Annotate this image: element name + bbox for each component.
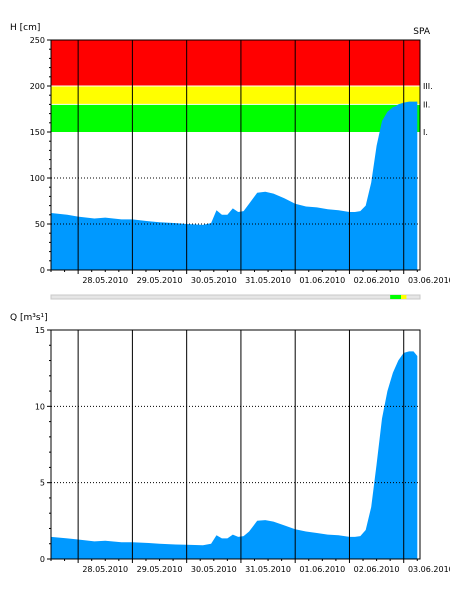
level-grid [51, 40, 420, 270]
time-range-bar [50, 294, 421, 300]
warning-level-bands [51, 39, 420, 132]
x-tick-label-0: 28.05.2010 [82, 565, 128, 574]
x-tick-label-5: 02.06.2010 [354, 565, 400, 574]
discharge-chart: Q [m³s¹] 0 5 10 15 28.05.2010 29.05.2010 30.0… [10, 313, 450, 574]
y-tick-label-3: 15 [35, 326, 45, 335]
discharge-x-ticks: 28.05.2010 29.05.2010 30.05.2010 31.05.2010… [50, 559, 450, 574]
band-label-2: II. [423, 100, 430, 109]
y-tick-label-2: 100 [30, 174, 45, 183]
level-chart: H [cm] SPA 0 50 100 150 200 250 28.05.2010 29.… [10, 23, 450, 285]
warning-band-1 [51, 104, 420, 132]
warning-band-3 [51, 40, 420, 86]
time-range-segment-2 [401, 295, 407, 299]
x-tick-label-1: 29.05.2010 [137, 276, 183, 285]
discharge-plot-frame [50, 329, 421, 560]
discharge-grid [51, 330, 420, 559]
x-tick-label-0: 28.05.2010 [82, 276, 128, 285]
discharge-plot-area [51, 330, 420, 559]
x-tick-label-3: 31.05.2010 [245, 276, 291, 285]
x-tick-label-5: 02.06.2010 [354, 276, 400, 285]
warning-band-2 [51, 86, 420, 105]
discharge-y-axis-label: Q [m³s¹] [10, 313, 48, 323]
y-tick-label-0: 0 [40, 266, 45, 275]
x-tick-label-2: 30.05.2010 [191, 565, 237, 574]
station-code-label: SPA [413, 27, 431, 37]
time-range-segment-1 [390, 295, 402, 299]
y-tick-label-0: 0 [40, 555, 45, 564]
x-tick-label-6: 03.06.2010 [408, 565, 450, 574]
x-tick-label-6: 03.06.2010 [408, 276, 450, 285]
time-range-segments [390, 295, 407, 299]
x-tick-label-3: 31.05.2010 [245, 565, 291, 574]
y-tick-label-5: 250 [30, 36, 45, 45]
x-tick-label-4: 01.06.2010 [299, 276, 345, 285]
time-range-track [50, 294, 421, 300]
level-plot-frame [50, 39, 421, 271]
level-y-ticks: 0 50 100 150 200 250 [30, 36, 51, 275]
x-tick-label-2: 30.05.2010 [191, 276, 237, 285]
band-label-3: III. [423, 82, 433, 91]
y-tick-label-2: 10 [35, 402, 45, 411]
x-tick-label-4: 01.06.2010 [299, 565, 345, 574]
discharge-area-series [51, 351, 418, 559]
level-y-axis-label: H [cm] [10, 23, 40, 33]
level-x-ticks: 28.05.2010 29.05.2010 30.05.2010 31.05.2010… [50, 270, 450, 285]
band-label-1: I. [423, 128, 428, 137]
level-area-series [51, 101, 418, 270]
x-tick-label-1: 29.05.2010 [137, 565, 183, 574]
y-tick-label-3: 150 [30, 128, 45, 137]
discharge-y-ticks: 0 5 10 15 [35, 326, 51, 564]
y-tick-label-1: 5 [40, 479, 45, 488]
band-labels: I. II. III. [423, 82, 433, 137]
y-tick-label-4: 200 [30, 82, 45, 91]
y-tick-label-1: 50 [35, 220, 45, 229]
